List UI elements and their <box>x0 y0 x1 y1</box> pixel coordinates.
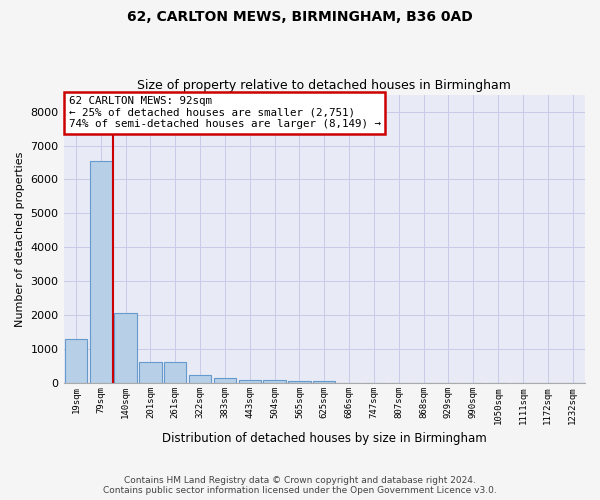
Bar <box>115 314 137 384</box>
Bar <box>139 362 161 384</box>
Bar <box>263 380 286 384</box>
Bar <box>65 339 87 384</box>
Bar <box>164 362 187 384</box>
Bar <box>89 161 112 384</box>
Bar <box>189 375 211 384</box>
Title: Size of property relative to detached houses in Birmingham: Size of property relative to detached ho… <box>137 79 511 92</box>
Bar <box>214 378 236 384</box>
Text: 62, CARLTON MEWS, BIRMINGHAM, B36 0AD: 62, CARLTON MEWS, BIRMINGHAM, B36 0AD <box>127 10 473 24</box>
Text: 62 CARLTON MEWS: 92sqm
← 25% of detached houses are smaller (2,751)
74% of semi-: 62 CARLTON MEWS: 92sqm ← 25% of detached… <box>69 96 381 129</box>
Bar <box>313 381 335 384</box>
Y-axis label: Number of detached properties: Number of detached properties <box>15 151 25 326</box>
Bar <box>288 381 311 384</box>
X-axis label: Distribution of detached houses by size in Birmingham: Distribution of detached houses by size … <box>162 432 487 445</box>
Bar <box>239 380 261 384</box>
Text: Contains HM Land Registry data © Crown copyright and database right 2024.
Contai: Contains HM Land Registry data © Crown c… <box>103 476 497 495</box>
